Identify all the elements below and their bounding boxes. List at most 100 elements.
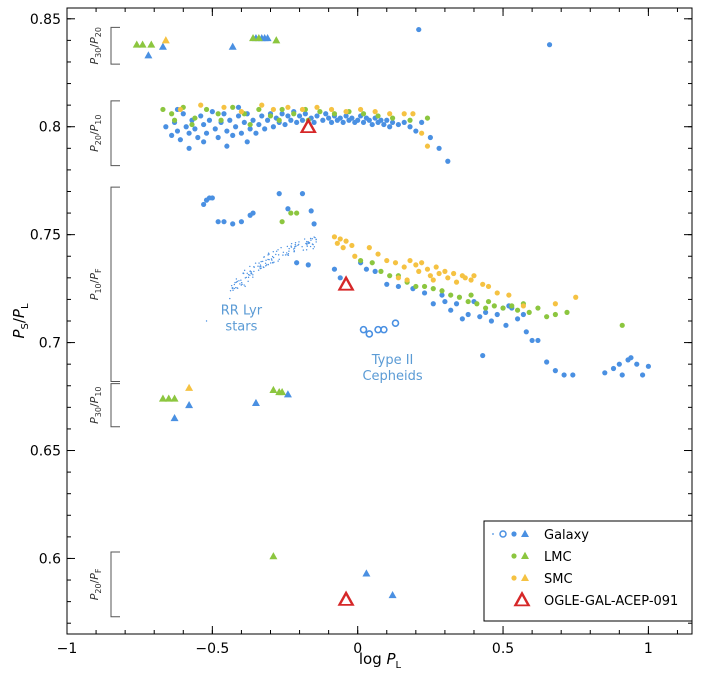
rr-lyr-point bbox=[311, 243, 314, 245]
data-point bbox=[500, 305, 506, 311]
data-point bbox=[238, 130, 245, 136]
data-point bbox=[170, 413, 179, 422]
rr-lyr-point bbox=[249, 265, 251, 268]
x-tick-label: −0.5 bbox=[195, 641, 229, 657]
data-point bbox=[552, 301, 558, 307]
data-point bbox=[419, 119, 425, 126]
x-tick-label: 0 bbox=[353, 641, 362, 657]
data-point bbox=[195, 134, 201, 141]
data-point bbox=[384, 117, 390, 123]
rr-lyr-point bbox=[267, 263, 269, 266]
data-point bbox=[404, 277, 410, 283]
data-point bbox=[378, 268, 384, 274]
data-point bbox=[453, 279, 460, 285]
annotation-rrlyr: RR Lyr stars bbox=[221, 304, 263, 335]
rr-lyr-point bbox=[259, 264, 262, 266]
data-point bbox=[209, 195, 215, 201]
data-point bbox=[439, 292, 445, 298]
data-point bbox=[465, 311, 471, 318]
rr-lyr-point bbox=[238, 280, 240, 282]
data-point bbox=[349, 242, 355, 249]
rr-lyr-point bbox=[312, 248, 314, 250]
rr-lyr-point bbox=[282, 251, 285, 253]
data-point bbox=[323, 111, 329, 117]
rr-lyr-point bbox=[253, 270, 255, 273]
series-ogle-gal-acep-091 bbox=[299, 117, 355, 606]
data-point bbox=[416, 268, 422, 274]
data-point bbox=[468, 277, 474, 283]
data-point bbox=[311, 119, 317, 126]
rr-lyr-point bbox=[278, 258, 280, 261]
rr-lyr-point bbox=[309, 245, 312, 248]
series-galaxy bbox=[416, 26, 553, 48]
data-point bbox=[419, 130, 425, 136]
rr-lyr-point bbox=[305, 242, 307, 245]
data-point bbox=[380, 325, 388, 334]
data-point bbox=[144, 51, 153, 59]
data-point bbox=[285, 113, 291, 119]
rr-lyr-point bbox=[231, 287, 234, 289]
data-point bbox=[320, 117, 326, 123]
data-point bbox=[424, 115, 431, 121]
legend-marker bbox=[521, 529, 529, 537]
rr-lyr-point bbox=[286, 254, 288, 256]
ogle-point-inner bbox=[303, 122, 314, 132]
rr-lyr-point bbox=[290, 245, 292, 247]
legend-marker bbox=[511, 575, 517, 581]
rr-lyr-point bbox=[254, 262, 257, 264]
series-smc bbox=[331, 234, 579, 309]
data-point bbox=[270, 106, 276, 113]
rr-lyr-point bbox=[293, 250, 296, 252]
x-tick-labels: −1 −0.5 0 0.5 1 bbox=[57, 641, 653, 657]
rr-lyr-point bbox=[315, 238, 317, 241]
rr-lyr-point bbox=[275, 250, 278, 252]
data-point bbox=[465, 298, 471, 305]
rr-lyr-point bbox=[252, 274, 254, 276]
rr-lyr-point bbox=[273, 261, 275, 263]
data-point bbox=[552, 368, 558, 374]
data-point bbox=[279, 111, 285, 117]
rr-lyr-point bbox=[298, 243, 300, 246]
data-point bbox=[378, 117, 384, 123]
data-point bbox=[294, 119, 300, 126]
legend-marker bbox=[499, 530, 507, 538]
data-point bbox=[337, 236, 343, 242]
rr-lyr-point bbox=[284, 254, 287, 256]
data-point bbox=[215, 111, 221, 117]
bracket-line bbox=[110, 26, 120, 65]
ratio-bracket: P30/P10 bbox=[88, 383, 120, 428]
data-point bbox=[427, 134, 433, 141]
data-point bbox=[570, 372, 576, 378]
rr-lyr-point bbox=[290, 242, 293, 245]
data-point bbox=[215, 134, 221, 141]
y-tick-labels: 0.6 0.65 0.7 0.75 0.8 0.85 bbox=[30, 12, 61, 568]
data-point bbox=[288, 117, 294, 123]
rr-lyr-point bbox=[268, 258, 270, 261]
data-point bbox=[259, 102, 265, 108]
data-point bbox=[427, 273, 433, 279]
legend-entry: Galaxy bbox=[492, 528, 589, 543]
data-point bbox=[520, 311, 526, 318]
data-point bbox=[363, 266, 370, 272]
data-point bbox=[610, 365, 617, 372]
data-point bbox=[430, 277, 436, 283]
rr-lyr-point bbox=[264, 262, 267, 264]
bracket-label: P20/PF bbox=[88, 568, 103, 600]
rr-lyr-point bbox=[257, 265, 259, 267]
data-point bbox=[186, 145, 192, 151]
data-point bbox=[132, 40, 141, 48]
data-point bbox=[413, 128, 419, 134]
rr-lyr-point bbox=[272, 256, 275, 259]
rr-lyr-point bbox=[275, 253, 277, 256]
data-point bbox=[201, 201, 207, 208]
data-point bbox=[209, 109, 215, 115]
data-point bbox=[483, 305, 489, 311]
data-point bbox=[407, 117, 413, 123]
data-point bbox=[365, 330, 374, 338]
data-point bbox=[514, 307, 521, 313]
ratio-brackets: P30/P20 P20/P10 P10/PF P30/P10 P20/PF bbox=[88, 26, 120, 618]
data-point bbox=[262, 126, 268, 132]
data-point bbox=[506, 292, 512, 298]
rr-lyr-point bbox=[280, 246, 282, 249]
data-point bbox=[270, 124, 276, 130]
